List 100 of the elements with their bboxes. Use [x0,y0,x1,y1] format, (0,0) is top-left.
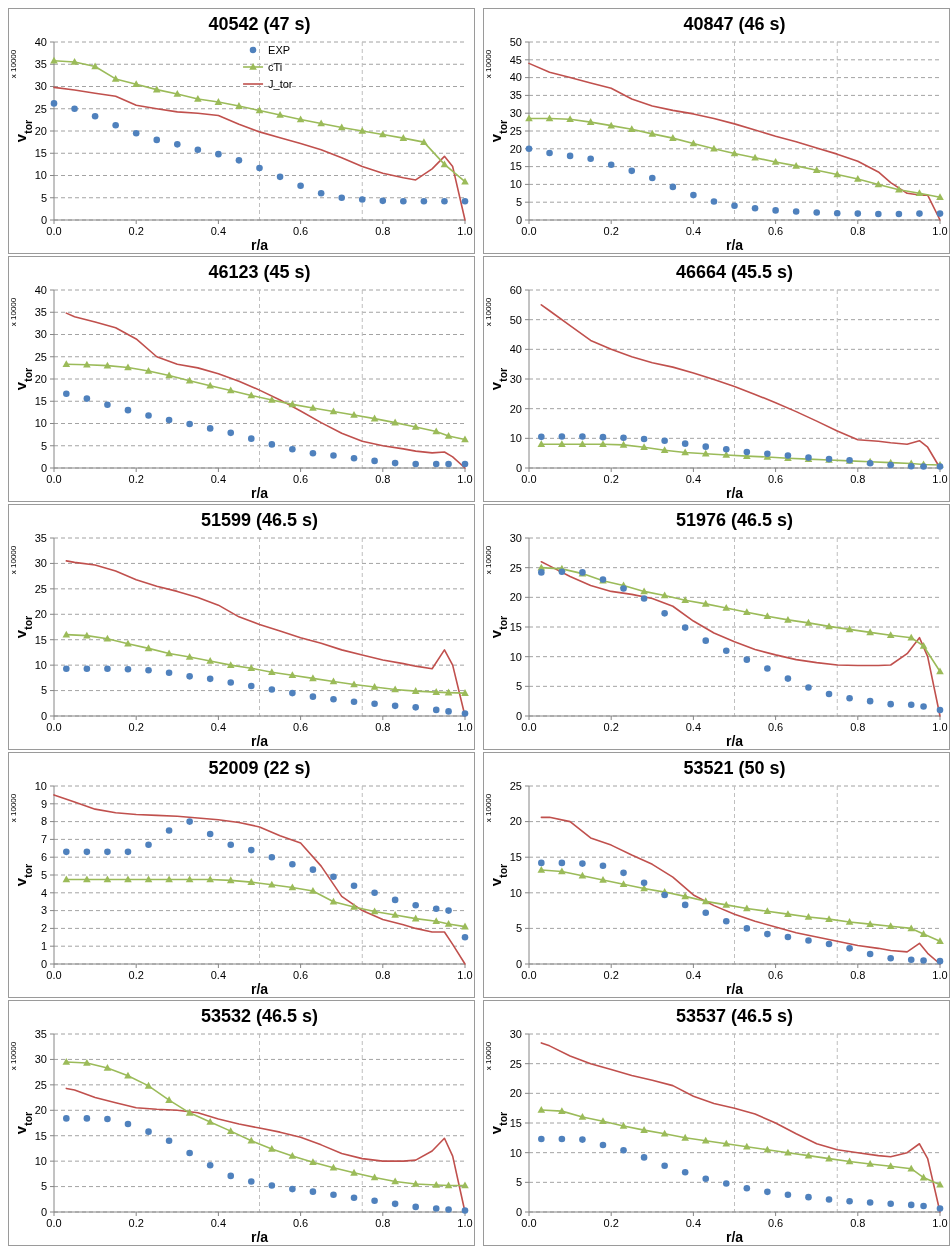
y-tick-label: 0 [515,1205,522,1218]
x-tick-label: 0.6 [292,721,309,733]
x-tick-label: 0.4 [210,473,227,485]
x-tick-label: 0.2 [128,473,144,485]
x-tick-label: 0.6 [292,473,309,485]
y-tick-label: 25 [34,350,47,363]
x-tick-label: 0.6 [292,225,309,237]
y-tick-label: 10 [509,1146,522,1159]
x-axis-title: r/a [250,981,269,997]
y-tick-label: 30 [34,557,47,570]
text: x 10000 [484,793,493,823]
x-tick-label: 1.0 [457,721,473,733]
x-tick-label: 0.4 [685,1217,702,1229]
y-tick-label: 10 [34,779,47,792]
y-tick-label: 2 [40,922,47,935]
y-tick-label: 25 [509,779,522,792]
y-tick-label: 0 [40,957,47,970]
text: x 10000 [9,49,18,79]
x-tick-label: 0.4 [210,969,227,981]
x-tick-label: 0.4 [210,225,227,237]
x-tick-label: 0.4 [210,1217,227,1229]
y-tick-label: 0 [515,957,522,970]
y-tick-label: 5 [40,684,47,697]
chart-title: 52009 (22 s) [208,758,311,778]
y-tick-label: 20 [509,142,522,155]
y-tick-label: 35 [34,306,47,319]
x-tick-label: 0.8 [850,1217,866,1229]
y-tick-label: 4 [40,886,47,899]
y-tick-label: 10 [509,432,522,445]
y-tick-label: 15 [509,620,522,633]
y-tick-label: 20 [34,608,47,621]
y-tick-label: 8 [40,815,47,828]
y-tick-label: 45 [509,53,522,66]
y-tick-label: 0 [515,213,522,226]
y-tick-label: 20 [509,1087,522,1100]
x-tick-label: 0.8 [375,969,391,981]
y-tick-label: 60 [509,283,522,296]
x-tick-label: 1.0 [457,225,473,237]
y-tick-label: 40 [509,71,522,84]
x-tick-label: 0.6 [767,1217,784,1229]
x-tick-label: 0.0 [521,225,537,237]
y-tick-label: 5 [515,680,522,693]
y-tick-label: 50 [509,35,522,48]
x-tick-label: 1.0 [932,1217,948,1229]
chart-title: 53532 (46.5 s) [200,1006,319,1026]
y-tick-label: 10 [509,178,522,191]
y-tick-label: 0 [40,1205,47,1218]
x-tick-label: 0.6 [292,1217,309,1229]
x-tick-label: 0.4 [685,969,702,981]
y-tick-label: 25 [34,102,47,115]
x-axis-title: r/a [725,733,744,749]
x-tick-label: 0.4 [685,473,702,485]
x-tick-label: 0.2 [128,721,144,733]
y-tick-label: 20 [34,124,47,137]
x-tick-label: 0.4 [685,721,702,733]
x-tick-label: 0.2 [603,225,619,237]
x-tick-label: 0.0 [521,1217,537,1229]
y-tick-label: 15 [34,395,47,408]
text: x 10000 [484,49,493,79]
text: x 10000 [9,793,18,823]
y-tick-label: 15 [509,851,522,864]
y-tick-label: 35 [34,531,47,544]
y-tick-label: 0 [40,461,47,474]
text: x 10000 [484,297,493,327]
x-tick-label: 0.6 [767,969,784,981]
y-tick-label: 1 [40,940,47,953]
x-tick-label: 1.0 [932,473,948,485]
x-tick-label: 0.8 [375,721,391,733]
y-tick-label: 5 [515,1176,522,1189]
x-tick-label: 0.6 [767,473,784,485]
y-tick-label: 10 [34,658,47,671]
y-tick-label: 30 [509,107,522,120]
x-axis-title: r/a [250,733,269,749]
text: x 10000 [484,1041,493,1071]
chart-title: 46664 (45.5 s) [675,262,794,282]
y-tick-label: 10 [509,886,522,899]
y-tick-label: 20 [509,591,522,604]
x-tick-label: 0.2 [128,1217,144,1229]
x-tick-label: 0.8 [850,473,866,485]
y-tick-label: 10 [34,417,47,430]
x-tick-label: 0.2 [603,1217,619,1229]
y-tick-label: 30 [509,531,522,544]
y-tick-label: 40 [34,283,47,296]
y-tick-label: 40 [34,35,47,48]
x-tick-label: 0.8 [850,721,866,733]
x-tick-label: 0.0 [46,473,62,485]
x-tick-label: 0.4 [685,225,702,237]
y-tick-label: 15 [509,160,522,173]
x-tick-label: 1.0 [932,225,948,237]
y-tick-label: 0 [515,709,522,722]
y-tick-label: 10 [509,650,522,663]
x-tick-label: 0.0 [46,969,62,981]
text: x 10000 [9,545,18,575]
chart-title: 46123 (45 s) [208,262,311,282]
x-axis-title: r/a [250,1229,269,1245]
y-tick-label: 0 [40,709,47,722]
x-tick-label: 0.8 [375,225,391,237]
y-tick-label: 3 [40,904,47,917]
x-tick-label: 0.0 [46,1217,62,1229]
y-tick-label: 25 [509,1057,522,1070]
